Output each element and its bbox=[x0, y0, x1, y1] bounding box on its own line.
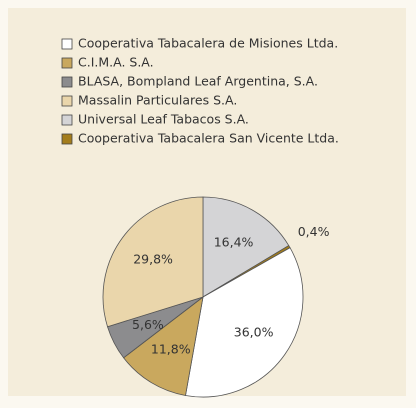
data-label: 0,4% bbox=[298, 224, 330, 239]
data-label: 16,4% bbox=[214, 235, 254, 250]
legend-swatch bbox=[61, 114, 73, 126]
legend-label: Cooperativa Tabacalera de Misiones Ltda. bbox=[78, 36, 338, 51]
pie-slice bbox=[102, 196, 204, 328]
legend-swatch bbox=[61, 95, 73, 107]
pie-slice bbox=[185, 247, 304, 398]
data-label: 29,8% bbox=[133, 252, 173, 267]
legend-label: Massalin Particulares S.A. bbox=[78, 93, 237, 108]
legend-swatch bbox=[61, 133, 73, 145]
data-label: 36,0% bbox=[234, 324, 274, 339]
legend-label: BLASA, Bompland Leaf Argentina, S.A. bbox=[78, 74, 318, 89]
legend-swatch bbox=[61, 76, 73, 88]
legend-label: Universal Leaf Tabacos S.A. bbox=[78, 112, 249, 127]
legend-label: C.I.M.A. S.A. bbox=[78, 55, 154, 70]
legend-swatch bbox=[61, 57, 73, 69]
pie-slice bbox=[123, 296, 204, 396]
legend-label: Cooperativa Tabacalera San Vicente Ltda. bbox=[78, 131, 339, 146]
legend-swatch bbox=[61, 38, 73, 50]
pie-slice bbox=[202, 196, 290, 298]
data-label: 5,6% bbox=[132, 317, 164, 332]
data-label: 11,8% bbox=[151, 341, 191, 356]
